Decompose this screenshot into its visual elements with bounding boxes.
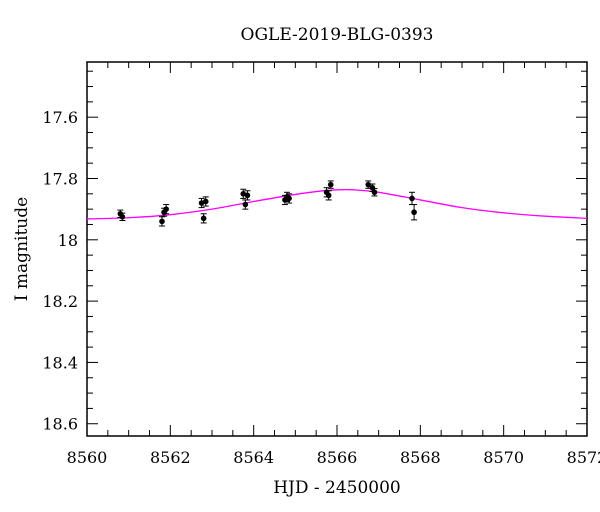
x-tick-label: 8570 bbox=[483, 448, 524, 467]
data-point bbox=[200, 215, 207, 222]
x-tick-label: 8562 bbox=[150, 448, 191, 467]
x-tick-label: 8566 bbox=[317, 448, 358, 467]
y-tick-label: 17.8 bbox=[42, 169, 78, 188]
y-tick-label: 17.6 bbox=[42, 108, 78, 127]
axis-tick-labels: 8560 8562 8564 8566 8568 8570 8572 17.6 17.8 18 18… bbox=[42, 108, 600, 467]
x-tick-label: 8572 bbox=[567, 448, 600, 467]
plot-frame bbox=[86, 61, 588, 437]
x-tick-label: 8560 bbox=[67, 448, 108, 467]
data-points-layer bbox=[117, 180, 418, 227]
y-tick-label: 18.6 bbox=[42, 415, 78, 434]
data-point bbox=[119, 214, 126, 220]
data-point bbox=[327, 181, 334, 188]
data-point bbox=[365, 181, 372, 188]
x-tick-label: 8568 bbox=[400, 448, 441, 467]
x-tick-label: 8564 bbox=[233, 448, 274, 467]
model-curve bbox=[86, 188, 588, 220]
data-point bbox=[409, 195, 415, 202]
data-point bbox=[286, 195, 292, 202]
data-point bbox=[202, 198, 209, 205]
axis-ticks bbox=[86, 62, 588, 436]
data-point bbox=[411, 209, 417, 216]
data-point bbox=[242, 201, 249, 208]
y-tick-label: 18 bbox=[58, 231, 78, 250]
data-point bbox=[325, 192, 332, 199]
data-point bbox=[163, 206, 169, 212]
chart-title: OGLE-2019-BLG-0393 bbox=[241, 25, 434, 45]
x-axis-title: HJD - 2450000 bbox=[273, 478, 401, 498]
model-curve-layer bbox=[86, 188, 588, 220]
y-tick-label: 18.4 bbox=[42, 353, 78, 372]
data-point bbox=[159, 218, 165, 225]
data-point bbox=[244, 192, 251, 199]
y-axis-title: I magnitude bbox=[12, 197, 32, 301]
data-point bbox=[371, 189, 378, 196]
y-tick-label: 18.2 bbox=[42, 292, 78, 311]
